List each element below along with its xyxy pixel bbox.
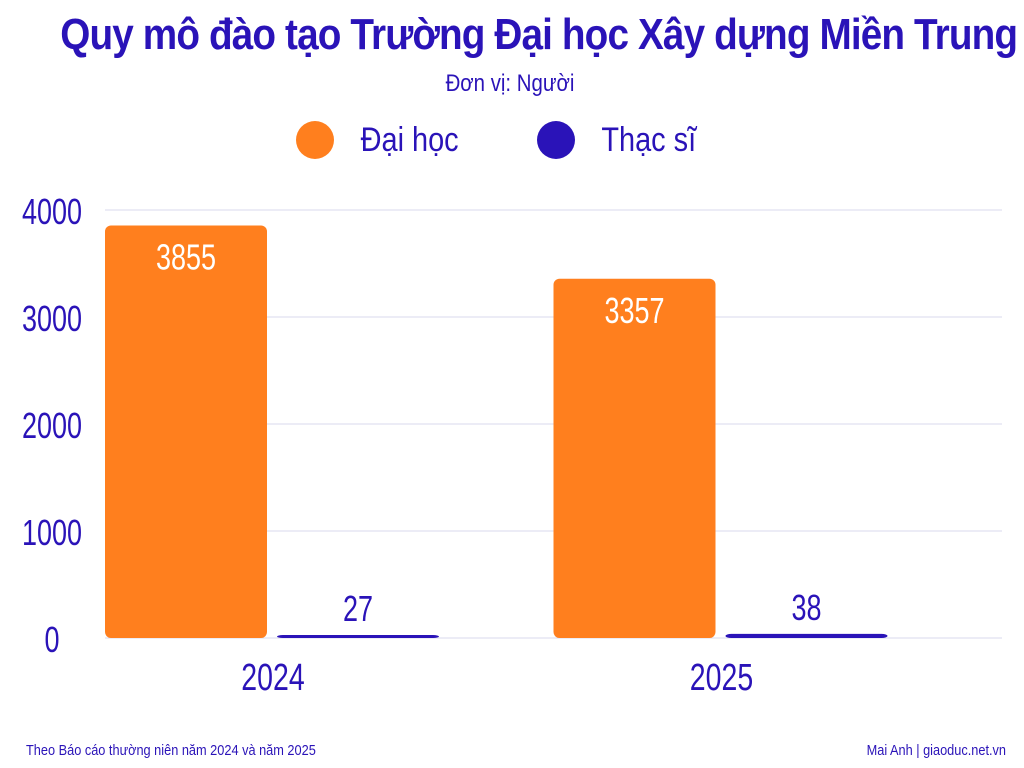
bar-1-1 — [725, 633, 888, 638]
bar-0-1 — [553, 278, 716, 638]
data-label-0-0: 3855 — [156, 237, 216, 278]
y-tick-label-2: 2000 — [22, 405, 82, 446]
legend-item-dai-hoc: Đại học — [295, 120, 467, 160]
credit-note: Mai Anh | giaoduc.net.vn — [866, 742, 1006, 759]
x-tick-label-1: 2025 — [690, 657, 753, 699]
legend-label-thac-si: Thạc sĩ — [601, 120, 697, 159]
legend-swatch-dai-hoc — [295, 121, 334, 159]
chart-subtitle: Đơn vị: Người — [445, 70, 575, 97]
legend-swatch-thac-si — [536, 121, 575, 159]
y-tick-label-1: 1000 — [22, 512, 82, 553]
bar-0-0 — [105, 225, 267, 638]
y-tick-label-4: 4000 — [22, 191, 82, 232]
legend-item-thac-si: Thạc sĩ — [536, 120, 704, 160]
bar-1-0 — [277, 635, 439, 638]
y-tick-label-0: 0 — [44, 619, 59, 660]
y-tick-label-3: 3000 — [22, 298, 82, 339]
legend-label-dai-hoc: Đại học — [360, 120, 459, 159]
data-label-1-1: 38 — [791, 587, 821, 628]
chart-title: Quy mô đào tạo Trường Đại học Xây dựng M… — [60, 10, 1018, 59]
data-label-1-0: 27 — [343, 588, 373, 629]
source-note: Theo Báo cáo thường niên năm 2024 và năm… — [26, 742, 316, 759]
data-label-0-1: 3357 — [604, 290, 664, 331]
x-tick-label-0: 2024 — [241, 657, 304, 699]
legend: Đại học Thạc sĩ — [0, 118, 1000, 162]
